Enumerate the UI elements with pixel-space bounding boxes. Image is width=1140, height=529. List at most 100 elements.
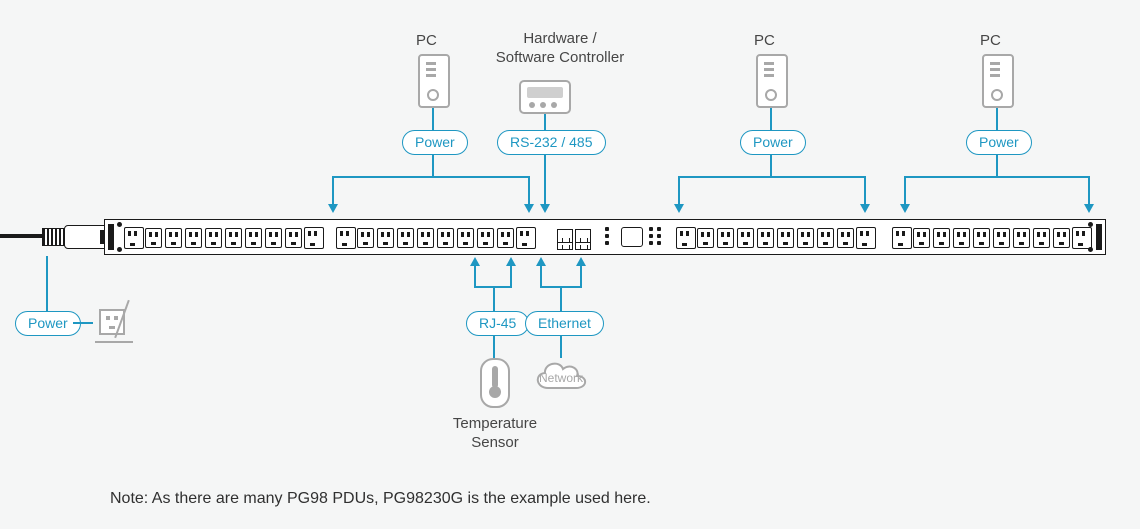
c19-outlet (1072, 227, 1092, 249)
c13-outlet (837, 228, 854, 248)
arrow-down-icon (540, 204, 550, 213)
c19-outlet (856, 227, 876, 249)
connector-line (560, 286, 562, 311)
connector-line (904, 176, 1090, 178)
c13-outlet (357, 228, 374, 248)
connector-line (544, 155, 546, 206)
c19-outlet (892, 227, 912, 249)
rs232-pill: RS-232 / 485 (497, 130, 606, 155)
arrow-down-icon (674, 204, 684, 213)
pdu-buttons (605, 227, 609, 248)
arrow-up-icon (506, 257, 516, 266)
arrow-down-icon (524, 204, 534, 213)
rj45-port (557, 242, 573, 250)
wall-plug-icon (95, 303, 131, 339)
pc-icon (418, 54, 450, 108)
c13-outlet (225, 228, 242, 248)
c13-outlet (797, 228, 814, 248)
connector-line (544, 114, 546, 130)
temperature-sensor-icon (480, 358, 510, 408)
network-cloud-icon: Network (530, 356, 592, 398)
connector-line (996, 155, 998, 176)
connector-line (580, 264, 582, 286)
rj45-port (575, 229, 591, 243)
rj45-port (557, 229, 573, 243)
network-label: Network (530, 371, 592, 385)
c13-outlet (993, 228, 1010, 248)
c13-outlet (933, 228, 950, 248)
c19-outlet (516, 227, 536, 249)
connector-line (678, 176, 680, 206)
c13-outlet (457, 228, 474, 248)
c13-outlet (165, 228, 182, 248)
arrow-up-icon (470, 257, 480, 266)
pdu-buttons (657, 227, 661, 248)
connector-line (493, 336, 495, 358)
connector-line (332, 176, 530, 178)
c19-outlet (304, 227, 324, 249)
c13-outlet (1033, 228, 1050, 248)
c13-outlet (185, 228, 202, 248)
c13-outlet (145, 228, 162, 248)
c13-outlet (953, 228, 970, 248)
rj45-port (575, 242, 591, 250)
note-text: Note: As there are many PG98 PDUs, PG982… (110, 490, 651, 508)
connector-line (474, 264, 476, 286)
pdu-power-cable (0, 234, 44, 238)
c13-outlet (1013, 228, 1030, 248)
connector-line (510, 264, 512, 286)
connector-line (770, 108, 772, 130)
pc3-label: PC (980, 32, 1001, 51)
power-pill-pc1: Power (402, 130, 468, 155)
power-pill-pc2: Power (740, 130, 806, 155)
c13-outlet (777, 228, 794, 248)
connector-line (678, 176, 866, 178)
pdu-cable-connector (64, 225, 106, 249)
controller-label: Hardware / Software Controller (480, 30, 640, 68)
connector-line (540, 264, 542, 286)
arrow-down-icon (328, 204, 338, 213)
connector-line (432, 108, 434, 130)
c13-outlet (397, 228, 414, 248)
pc-icon (756, 54, 788, 108)
c19-outlet (676, 227, 696, 249)
c13-outlet (437, 228, 454, 248)
c13-outlet (477, 228, 494, 248)
arrow-down-icon (860, 204, 870, 213)
controller-icon (519, 80, 571, 114)
c13-outlet (817, 228, 834, 248)
connector-line (73, 322, 93, 324)
c13-outlet (973, 228, 990, 248)
arrow-down-icon (900, 204, 910, 213)
c13-outlet (205, 228, 222, 248)
c19-outlet (124, 227, 144, 249)
arrow-up-icon (536, 257, 546, 266)
pdu-buttons (649, 227, 653, 248)
connector-line (493, 286, 495, 311)
c13-outlet (913, 228, 930, 248)
connector-line (864, 176, 866, 206)
c13-outlet (417, 228, 434, 248)
power-pill-pc3: Power (966, 130, 1032, 155)
c19-outlet (336, 227, 356, 249)
c13-outlet (497, 228, 514, 248)
connector-line (996, 108, 998, 130)
c13-outlet (245, 228, 262, 248)
connector-line (770, 155, 772, 176)
c13-outlet (285, 228, 302, 248)
power-pill-inlet: Power (15, 311, 81, 336)
c13-outlet (377, 228, 394, 248)
temperature-sensor-label: Temperature Sensor (449, 415, 541, 453)
pdu-cable-grip (42, 228, 66, 246)
connector-line (332, 176, 334, 206)
c13-outlet (265, 228, 282, 248)
ethernet-pill: Ethernet (525, 311, 604, 336)
pc-icon (982, 54, 1014, 108)
connector-line (560, 336, 562, 358)
connector-line (528, 176, 530, 206)
pdu-lcd (621, 227, 643, 247)
connector-line (46, 256, 48, 312)
c13-outlet (1053, 228, 1070, 248)
arrow-down-icon (1084, 204, 1094, 213)
rj45-pill: RJ-45 (466, 311, 529, 336)
